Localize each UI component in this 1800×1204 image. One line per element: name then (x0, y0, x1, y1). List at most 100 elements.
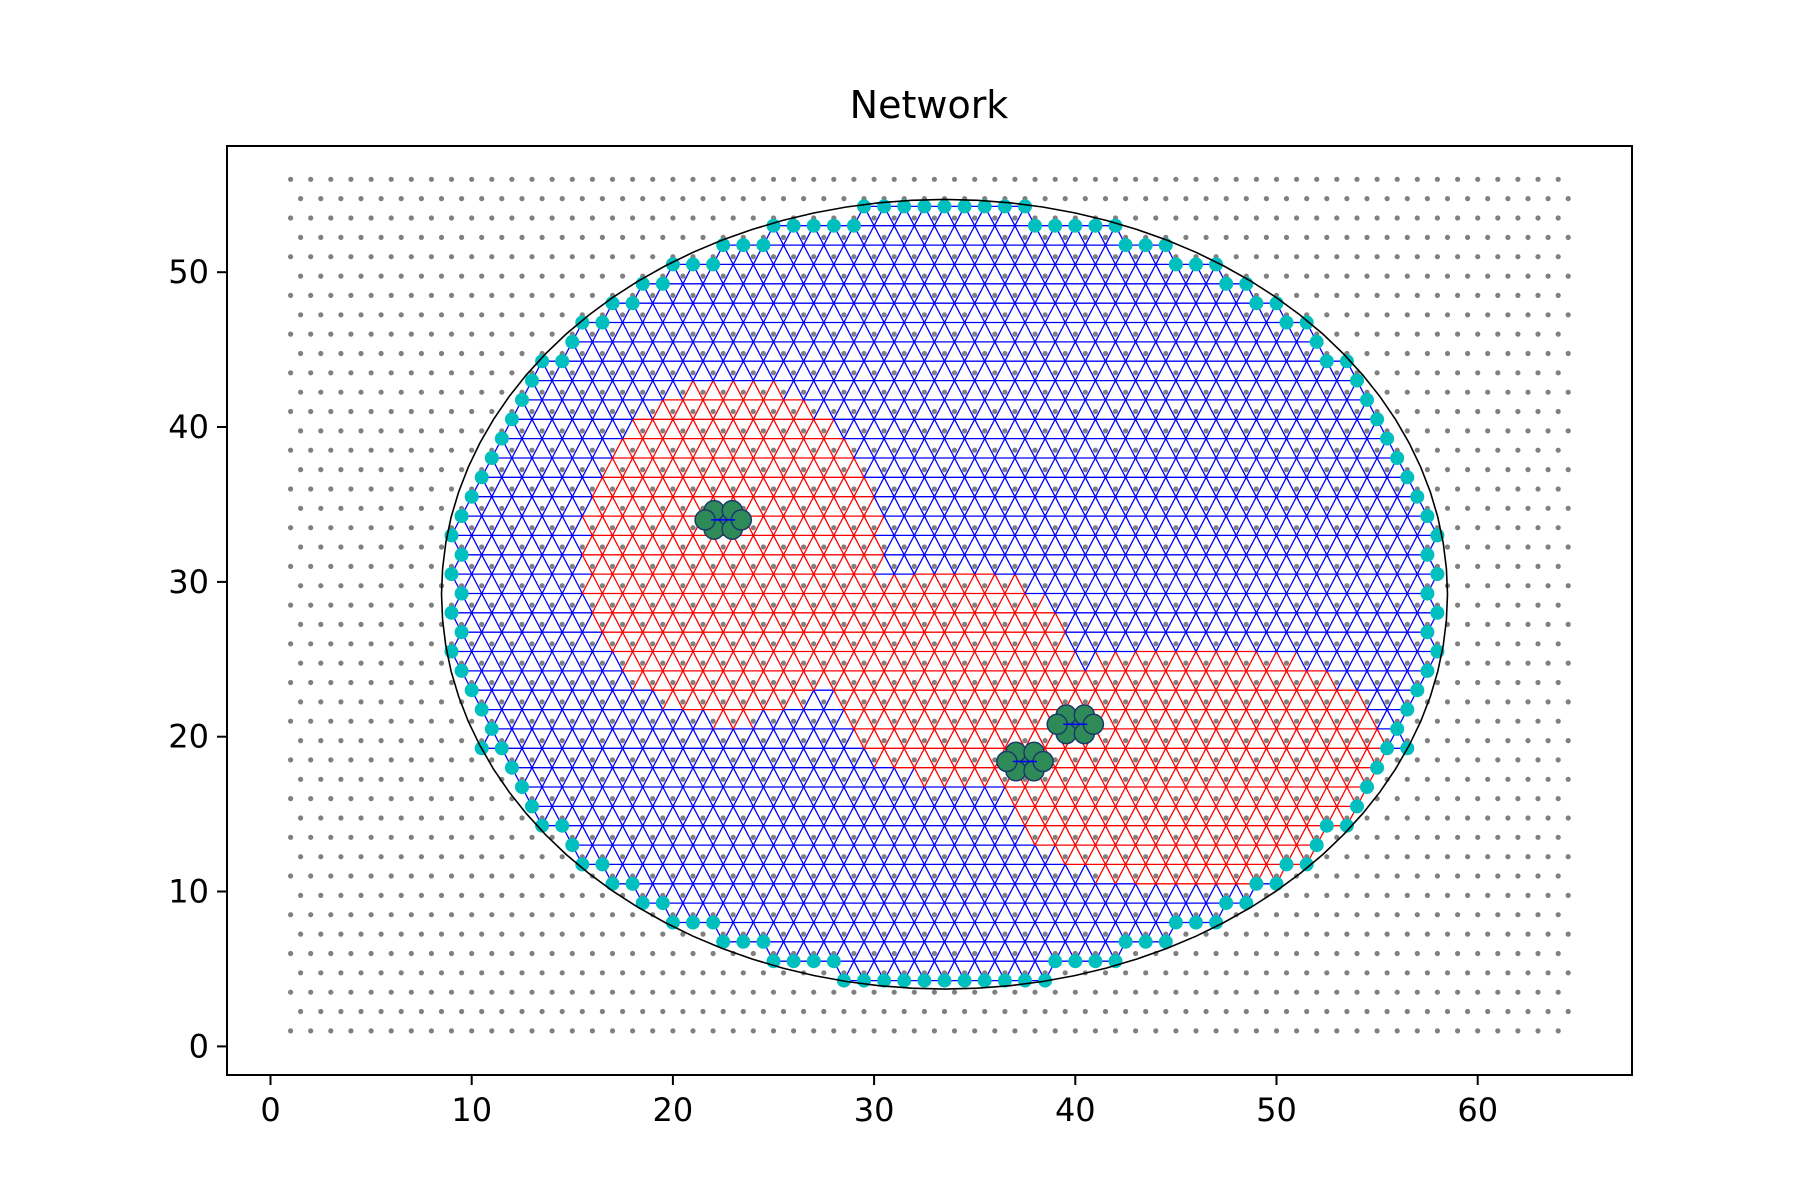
lattice-point (429, 370, 434, 375)
lattice-point (540, 970, 545, 975)
lattice-point (912, 757, 917, 762)
lattice-point (338, 428, 343, 433)
lattice-point (1022, 854, 1027, 859)
lattice-point (1274, 486, 1279, 491)
lattice-point (379, 274, 384, 279)
lattice-point (328, 177, 333, 182)
lattice-point (952, 796, 957, 801)
lattice-point (1224, 351, 1229, 356)
lattice-point (630, 448, 635, 453)
lattice-point (1566, 893, 1571, 898)
lattice-point (590, 719, 595, 724)
lattice-point (892, 951, 897, 956)
lattice-point (1385, 1009, 1390, 1014)
lattice-point (1002, 235, 1007, 240)
lattice-point (1224, 544, 1229, 549)
lattice-point (982, 583, 987, 588)
lattice-point (499, 661, 504, 666)
lattice-point (1063, 390, 1068, 395)
lattice-point (369, 641, 374, 646)
lattice-point (348, 951, 353, 956)
lattice-point (821, 390, 826, 395)
lattice-point (791, 409, 796, 414)
lattice-point (1455, 951, 1460, 956)
lattice-point (1294, 990, 1299, 995)
lattice-point (791, 680, 796, 685)
lattice-point (1073, 254, 1078, 259)
lattice-point (1183, 661, 1188, 666)
lattice-point (882, 699, 887, 704)
lattice-point (660, 235, 665, 240)
lattice-point (1073, 603, 1078, 608)
lattice-point (1495, 177, 1500, 182)
lattice-point (1053, 177, 1058, 182)
lattice-point (1274, 177, 1279, 182)
lattice-point (600, 1009, 605, 1014)
lattice-point (1405, 390, 1410, 395)
lattice-point (1395, 796, 1400, 801)
lattice-point (1113, 564, 1118, 569)
lattice-point (972, 525, 977, 530)
lattice-point (1415, 951, 1420, 956)
lattice-point (1204, 274, 1209, 279)
lattice-point (1244, 467, 1249, 472)
lattice-point (369, 951, 374, 956)
lattice-point (519, 699, 524, 704)
lattice-point (1364, 351, 1369, 356)
lattice-point (721, 777, 726, 782)
lattice-point (721, 661, 726, 666)
lattice-point (781, 196, 786, 201)
lattice-point (1334, 990, 1339, 995)
lattice-point (1113, 448, 1118, 453)
lattice-point (550, 332, 555, 337)
lattice-point (801, 699, 806, 704)
lattice-point (942, 854, 947, 859)
lattice-point (1475, 757, 1480, 762)
lattice-point (479, 777, 484, 782)
lattice-point (1566, 1009, 1571, 1014)
lattice-point (379, 738, 384, 743)
lattice-point (1073, 912, 1078, 917)
lattice-point (690, 641, 695, 646)
lattice-point (851, 835, 856, 840)
lattice-point (942, 312, 947, 317)
lattice-point (761, 815, 766, 820)
lattice-point (1123, 351, 1128, 356)
lattice-point (670, 215, 675, 220)
lattice-point (1032, 951, 1037, 956)
lattice-point (761, 506, 766, 511)
lattice-point (1435, 409, 1440, 414)
lattice-point (1254, 912, 1259, 917)
lattice-point (419, 661, 424, 666)
lattice-point (1455, 370, 1460, 375)
lattice-point (1234, 951, 1239, 956)
lattice-point (449, 177, 454, 182)
lattice-point (1153, 448, 1158, 453)
lattice-point (1274, 370, 1279, 375)
lattice-point (338, 815, 343, 820)
lattice-point (1244, 815, 1249, 820)
lattice-point (1395, 215, 1400, 220)
lattice-point (650, 680, 655, 685)
lattice-point (1053, 564, 1058, 569)
lattice-point (1053, 680, 1058, 685)
lattice-point (1143, 390, 1148, 395)
lattice-point (1123, 1009, 1128, 1014)
lattice-point (882, 854, 887, 859)
lattice-point (570, 990, 575, 995)
lattice-point (540, 428, 545, 433)
lattice-point (1224, 506, 1229, 511)
lattice-point (811, 332, 816, 337)
lattice-point (620, 351, 625, 356)
lattice-point (610, 641, 615, 646)
lattice-point (1173, 680, 1178, 685)
lattice-point (811, 835, 816, 840)
lattice-point (781, 1009, 786, 1014)
lattice-point (1193, 680, 1198, 685)
lattice-point (1515, 332, 1520, 337)
lattice-point (379, 583, 384, 588)
lattice-point (821, 544, 826, 549)
lattice-point (1002, 893, 1007, 898)
lattice-point (1173, 990, 1178, 995)
lattice-point (1204, 1009, 1209, 1014)
